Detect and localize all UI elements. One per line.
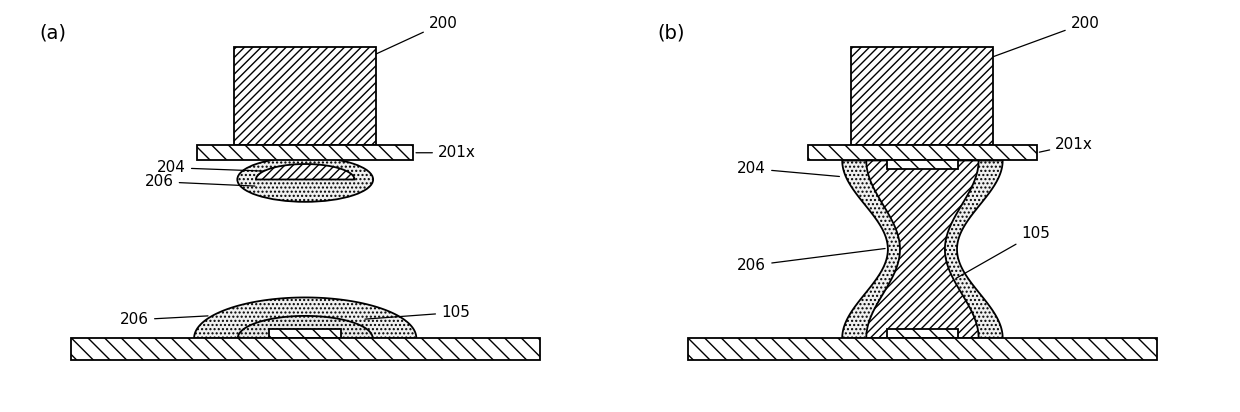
Bar [808,145,1037,161]
Text: 200: 200 [351,16,458,66]
Bar [887,161,959,169]
Bar [663,356,1182,393]
Bar [71,338,539,360]
Text: 101: 101 [425,362,477,392]
Text: 102a: 102a [343,334,423,353]
Bar [887,329,959,338]
Text: (a): (a) [40,23,67,42]
Text: 200: 200 [967,16,1100,66]
Text: (b): (b) [657,23,684,42]
Text: 102a: 102a [954,334,1059,353]
Polygon shape [842,161,1003,338]
Polygon shape [238,316,372,338]
Text: 201x: 201x [1039,137,1092,152]
Bar [269,329,341,338]
Text: 204: 204 [157,160,279,175]
Text: 206: 206 [120,312,208,327]
Polygon shape [195,297,417,338]
Text: 101: 101 [1043,361,1142,392]
Text: 105: 105 [365,305,470,320]
Text: 206: 206 [738,248,885,273]
Polygon shape [255,164,355,180]
Circle shape [237,157,373,202]
Polygon shape [867,161,978,338]
Bar [852,47,993,145]
Bar [46,356,564,393]
Bar [197,145,413,161]
Text: 206: 206 [145,174,255,189]
Text: 204: 204 [738,161,839,176]
Bar [688,338,1157,360]
Text: 105: 105 [956,225,1050,278]
Bar [234,47,376,145]
Text: 201x: 201x [415,145,476,160]
